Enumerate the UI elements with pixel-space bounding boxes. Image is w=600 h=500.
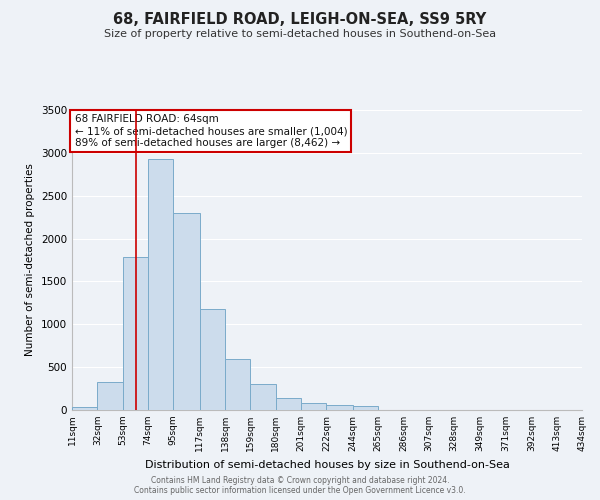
Y-axis label: Number of semi-detached properties: Number of semi-detached properties (25, 164, 35, 356)
Text: Contains HM Land Registry data © Crown copyright and database right 2024.: Contains HM Land Registry data © Crown c… (151, 476, 449, 485)
Bar (200, 309, 225, 410)
Text: Contains public sector information licensed under the Open Government Licence v3: Contains public sector information licen… (134, 486, 466, 495)
Bar (250, 384, 276, 410)
X-axis label: Distribution of semi-detached houses by size in Southend-on-Sea: Distribution of semi-detached houses by … (145, 460, 509, 469)
Text: 68, FAIRFIELD ROAD, LEIGH-ON-SEA, SS9 5RY: 68, FAIRFIELD ROAD, LEIGH-ON-SEA, SS9 5R… (113, 12, 487, 28)
Bar (353, 406, 378, 410)
Bar (122, 258, 148, 410)
Text: Size of property relative to semi-detached houses in Southend-on-Sea: Size of property relative to semi-detach… (104, 29, 496, 39)
Bar (326, 406, 353, 410)
Bar (276, 398, 301, 410)
Bar (72, 408, 97, 410)
Bar (173, 213, 200, 410)
Bar (148, 159, 173, 410)
Bar (301, 403, 326, 410)
Bar (97, 382, 122, 410)
Bar (225, 358, 250, 410)
Text: 68 FAIRFIELD ROAD: 64sqm
← 11% of semi-detached houses are smaller (1,004)
89% o: 68 FAIRFIELD ROAD: 64sqm ← 11% of semi-d… (74, 114, 347, 148)
